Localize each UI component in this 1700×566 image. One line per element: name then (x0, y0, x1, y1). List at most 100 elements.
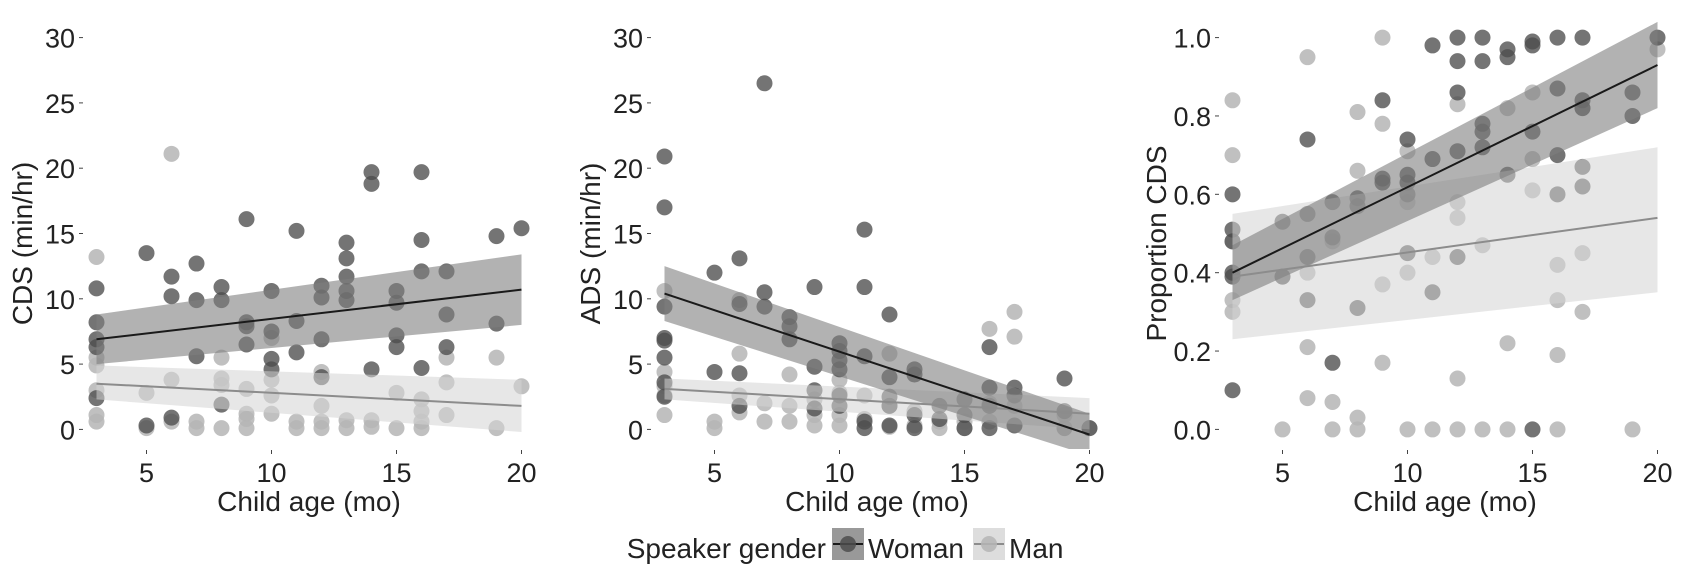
x-tick-label: 20 (1074, 458, 1104, 488)
y-tick-label: 0 (60, 415, 75, 445)
data-point-man (1574, 303, 1591, 320)
data-point-woman (88, 280, 105, 297)
data-point-man (1299, 339, 1316, 356)
data-point-man (1499, 335, 1516, 352)
x-tick-label: 10 (1392, 458, 1422, 488)
x-axis-title: Child age (mo) (785, 486, 969, 517)
panel-ads-min-hr: 0 5 10 15 20 25 30 5 10 15 20 Child age (mo) ADS (mi… (575, 24, 1105, 517)
data-point-woman (288, 344, 305, 361)
data-point-woman (1524, 421, 1541, 438)
data-point-woman (388, 339, 405, 356)
data-point-man (1349, 421, 1366, 438)
data-point-woman (413, 232, 430, 249)
x-tick-label: 5 (139, 458, 154, 488)
data-point-man (163, 145, 180, 162)
y-tick-label: 20 (613, 154, 643, 184)
y-tick-label: 10 (613, 285, 643, 315)
data-point-man (88, 249, 105, 266)
data-point-man (781, 366, 798, 383)
data-point-man (213, 420, 230, 437)
data-point-man (1324, 421, 1341, 438)
data-point-woman (1224, 382, 1241, 399)
data-point-woman (1424, 37, 1441, 54)
data-point-man (488, 349, 505, 366)
data-point-woman (1399, 131, 1416, 148)
trend-line-woman (96, 288, 522, 341)
x-tick-label: 10 (824, 458, 854, 488)
data-point-man (1224, 92, 1241, 109)
data-point-woman (138, 417, 155, 434)
data-point-woman (138, 245, 155, 262)
data-point-man (1449, 96, 1466, 113)
data-point-woman (163, 288, 180, 305)
data-point-man (388, 420, 405, 437)
data-point-man (1499, 421, 1516, 438)
data-point-man (363, 418, 380, 435)
data-point-woman (238, 211, 255, 228)
data-point-woman (213, 279, 230, 296)
legend-label-woman: Woman (868, 533, 964, 564)
data-point-man (1374, 29, 1391, 46)
data-point-man (1549, 346, 1566, 363)
plot-area (1224, 21, 1666, 438)
y-tick-label: 0.0 (1173, 415, 1211, 445)
x-axis-title: Child age (mo) (1353, 486, 1537, 517)
data-point-man (781, 413, 798, 430)
panel-proportion-cds: 0.0 0.2 0.4 0.6 0.8 1.0 5 10 15 20 Child age (mo) P… (1141, 21, 1673, 517)
data-point-woman (163, 268, 180, 285)
data-point-man (1006, 328, 1023, 345)
data-point-woman (731, 250, 748, 267)
data-point-man (238, 420, 255, 437)
data-point-woman (806, 279, 823, 296)
data-point-woman (1299, 131, 1316, 148)
x-tick-label: 5 (707, 458, 722, 488)
data-point-woman (1524, 37, 1541, 54)
data-point-man (1449, 421, 1466, 438)
x-tick-label: 5 (1275, 458, 1290, 488)
data-point-man (1424, 421, 1441, 438)
ci-band-woman (1232, 21, 1658, 301)
legend-swatch-point (840, 536, 856, 552)
data-point-woman (513, 220, 530, 237)
data-point-man (706, 420, 723, 437)
ci-band-man (96, 365, 522, 433)
legend-label-man: Man (1009, 533, 1063, 564)
data-point-man (338, 420, 355, 437)
data-point-woman (656, 148, 673, 165)
legend-swatch-point (981, 536, 997, 552)
data-point-woman (856, 420, 873, 437)
data-point-woman (1374, 92, 1391, 109)
y-tick-label: 15 (45, 220, 75, 250)
data-point-woman (706, 363, 723, 380)
data-point-man (1374, 354, 1391, 371)
data-point-woman (163, 409, 180, 426)
data-point-woman (856, 279, 873, 296)
ci-band-woman (96, 254, 522, 365)
y-tick-label: 10 (45, 285, 75, 315)
data-point-man (806, 417, 823, 434)
plot-area (88, 145, 530, 437)
data-point-woman (1499, 49, 1516, 66)
data-point-man (213, 349, 230, 366)
x-tick-label: 10 (256, 458, 286, 488)
data-point-woman (338, 234, 355, 251)
data-point-woman (1474, 53, 1491, 70)
y-tick-label: 0.8 (1173, 102, 1211, 132)
data-point-woman (881, 417, 898, 434)
data-point-man (756, 413, 773, 430)
data-point-woman (1449, 53, 1466, 70)
data-point-man (1349, 409, 1366, 426)
y-tick-label: 20 (45, 154, 75, 184)
trend-line-man (96, 382, 522, 407)
data-point-woman (1574, 29, 1591, 46)
y-tick-label: 5 (628, 350, 643, 380)
data-point-woman (906, 420, 923, 437)
data-point-man (1349, 104, 1366, 121)
legend: Speaker gender Woman Man (627, 528, 1063, 564)
data-point-man (1006, 303, 1023, 320)
data-point-man (656, 407, 673, 424)
data-point-woman (981, 339, 998, 356)
data-point-man (981, 320, 998, 337)
y-tick-label: 0 (628, 415, 643, 445)
data-point-man (1299, 390, 1316, 407)
